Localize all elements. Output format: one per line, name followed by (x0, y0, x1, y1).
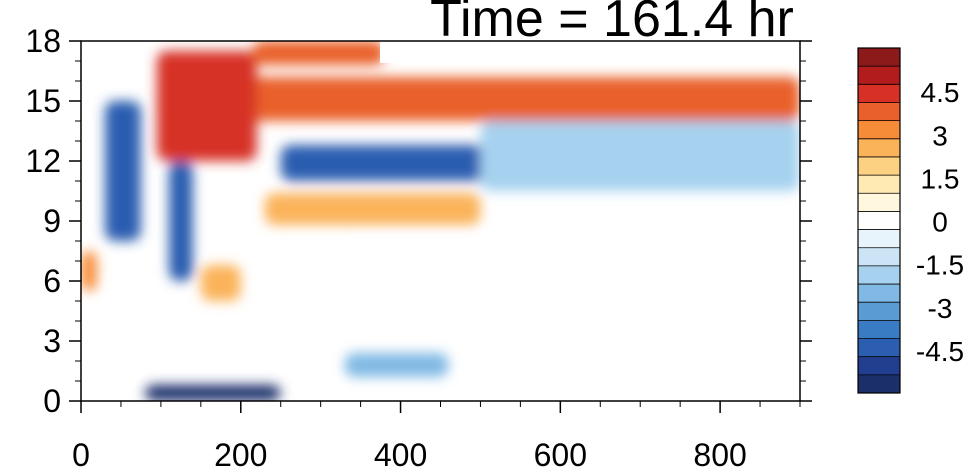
title-mask (380, 41, 800, 63)
colorbar-frame (857, 47, 901, 394)
x-axis: 0 200 400 600 800 (72, 401, 801, 473)
colorbar-label-2: 1.5 (921, 163, 960, 194)
colorbar-label-3: 0 (932, 207, 948, 238)
colorbar-swatch-6 (858, 265, 900, 285)
y-tick-label-6: 6 (43, 263, 61, 299)
colorbar-swatch-0 (858, 374, 900, 394)
colorbar-swatch-8 (858, 229, 900, 249)
colorbar-swatch-15 (858, 102, 900, 122)
colorbar-swatch-2 (858, 338, 900, 358)
chart-title: Time = 161.4 hr (430, 0, 794, 48)
colorbar-swatch-13 (858, 138, 900, 158)
y-axis: 0 3 6 9 12 15 18 (25, 23, 812, 419)
colorbar-label-5: -3 (928, 293, 953, 324)
y-tick-label-0: 0 (43, 383, 61, 419)
contour-feature-2 (252, 41, 385, 65)
contour-feature-5 (352, 241, 641, 301)
colorbar-swatch-16 (858, 84, 900, 103)
contour-feature-6 (144, 385, 281, 401)
x-tick-label-400: 400 (374, 437, 427, 473)
colorbar-swatch-4 (858, 302, 900, 321)
contour-feature-1 (156, 51, 257, 161)
contour-feature-9 (200, 265, 241, 301)
colorbar-swatch-12 (858, 156, 900, 176)
contour-feature-8 (104, 101, 141, 241)
colorbar-label-6: -4.5 (916, 336, 964, 367)
colorbar-swatch-3 (858, 320, 900, 340)
x-tick-label-200: 200 (214, 437, 267, 473)
y-tick-label-15: 15 (25, 83, 61, 119)
colorbar-swatch-10 (858, 193, 900, 212)
colorbar-label-4: -1.5 (916, 250, 964, 281)
colorbar: 4.5 3 1.5 0 -1.5 -3 -4.5 (857, 47, 964, 394)
y-tick-label-3: 3 (43, 323, 61, 359)
colorbar-label-0: 4.5 (921, 77, 960, 108)
contour-feature-12 (480, 121, 800, 191)
contour-feature-7 (81, 251, 97, 291)
x-tick-label-800: 800 (693, 437, 746, 473)
contour-field (81, 41, 800, 401)
contour-feature-10 (168, 161, 193, 281)
y-tick-label-9: 9 (43, 203, 61, 239)
contour-feature-11 (344, 353, 449, 377)
colorbar-swatch-14 (858, 120, 900, 140)
x-tick-label-600: 600 (534, 437, 587, 473)
plot-area: 0 200 400 600 800 0 3 6 9 12 15 18 (25, 23, 812, 473)
colorbar-swatch-1 (858, 356, 900, 376)
colorbar-swatch-11 (858, 175, 900, 194)
colorbar-label-1: 3 (932, 120, 948, 151)
colorbar-swatch-7 (858, 247, 900, 267)
contour-feature-4 (264, 193, 481, 225)
colorbar-swatch-5 (858, 284, 900, 303)
colorbar-swatch-18 (858, 48, 900, 67)
contour-feature-0 (156, 77, 800, 121)
contour-feature-3 (280, 145, 529, 181)
colorbar-swatch-17 (858, 66, 900, 85)
x-tick-label-0: 0 (72, 437, 90, 473)
colorbar-swatch-9 (858, 211, 900, 231)
y-tick-label-12: 12 (25, 143, 61, 179)
y-tick-label-18: 18 (25, 23, 61, 59)
